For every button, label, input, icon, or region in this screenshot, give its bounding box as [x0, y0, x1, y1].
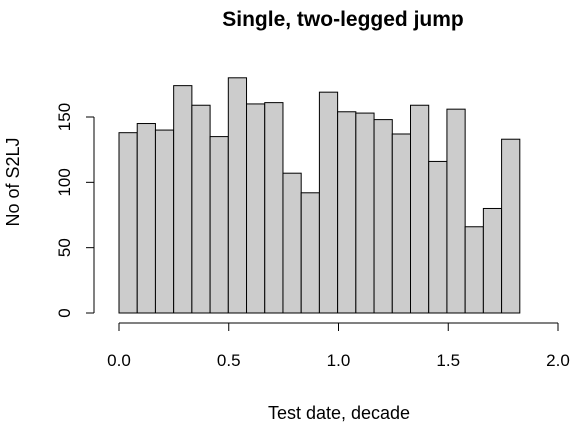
y-axis-label: No of S2LJ	[3, 137, 23, 226]
y-tick-label: 100	[55, 168, 74, 196]
histogram-bar	[410, 104, 430, 314]
histogram-bar	[209, 136, 229, 314]
x-tick-label: 0.5	[217, 351, 241, 370]
histogram-bar	[227, 77, 248, 314]
y-axis: 0 50 100 150	[55, 103, 95, 318]
histogram-bar	[446, 108, 466, 314]
histogram-bar	[428, 160, 448, 314]
y-tick-label: 150	[55, 103, 74, 131]
histogram-bar	[173, 85, 193, 314]
x-tick-label: 2.0	[546, 351, 570, 370]
histogram-bar	[154, 129, 175, 314]
histogram-bar	[264, 102, 284, 314]
x-axis-label: Test date, decade	[268, 403, 410, 423]
x-axis: 0.0 0.5 1.0 1.5 2.0	[107, 322, 570, 370]
chart-title: Single, two-legged jump	[222, 8, 464, 31]
histogram-bar	[373, 119, 393, 314]
x-tick-label: 1.0	[327, 351, 351, 370]
histogram-bar	[136, 123, 156, 314]
histogram-bar	[482, 207, 503, 314]
histogram-bar	[318, 91, 339, 314]
histogram-bar	[464, 226, 484, 314]
histogram-bar	[300, 192, 320, 314]
histogram-bar	[246, 103, 266, 314]
histogram-bar	[355, 112, 375, 314]
y-tick-label: 50	[55, 238, 74, 257]
histogram-bar	[391, 133, 411, 314]
histogram-bar	[282, 172, 302, 314]
histogram-bar	[501, 138, 521, 314]
y-tick-label: 0	[55, 308, 74, 317]
bars-group	[118, 77, 521, 314]
x-tick-label: 0.0	[107, 351, 131, 370]
histogram-bar	[118, 132, 138, 314]
histogram-bar	[191, 104, 211, 314]
x-tick-label: 1.5	[436, 351, 460, 370]
histogram-bar	[337, 111, 357, 314]
